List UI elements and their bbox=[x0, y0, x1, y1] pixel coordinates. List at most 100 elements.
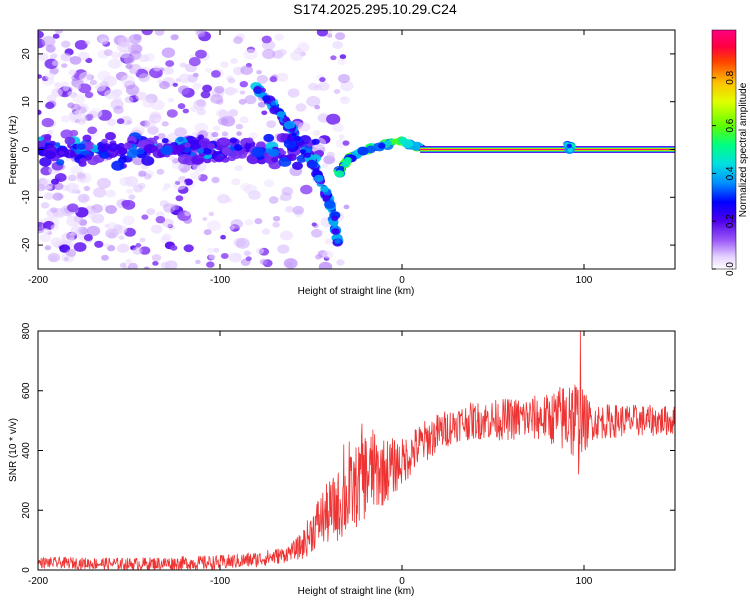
snr-y-tick-label: 600 bbox=[21, 382, 32, 399]
band-blob bbox=[156, 143, 163, 148]
band-blob bbox=[268, 148, 280, 157]
noise-blob bbox=[52, 33, 60, 39]
noise-blob bbox=[184, 178, 193, 186]
noise-blob bbox=[51, 53, 58, 59]
noise-blob bbox=[67, 203, 79, 213]
spectrogram-y-tick-label: 10 bbox=[21, 96, 32, 108]
noise-blob bbox=[117, 243, 130, 253]
snr-plot: -200 -100 0 100 0 200 400 600 800 Height of stra… bbox=[8, 322, 676, 597]
noise-blob bbox=[135, 243, 142, 248]
noise-blob bbox=[315, 254, 322, 260]
noise-blob bbox=[202, 84, 213, 93]
noise-blob bbox=[124, 96, 134, 104]
noise-blob bbox=[256, 70, 262, 75]
descending-trace-blob bbox=[331, 228, 340, 235]
descending-trace-blob bbox=[323, 195, 330, 201]
noise-blob bbox=[122, 215, 135, 226]
noise-blob bbox=[106, 118, 117, 126]
noise-blob bbox=[311, 222, 317, 227]
noise-blob bbox=[142, 98, 155, 108]
noise-blob bbox=[220, 253, 229, 259]
noise-blob bbox=[208, 253, 217, 260]
noise-blob bbox=[160, 261, 170, 269]
noise-blob bbox=[120, 74, 135, 86]
noise-blob bbox=[167, 97, 174, 103]
noise-blob bbox=[170, 245, 178, 251]
noise-blob bbox=[195, 259, 201, 265]
noise-blob bbox=[170, 34, 179, 41]
noise-blob bbox=[79, 71, 92, 82]
descending-trace-blob bbox=[322, 188, 328, 193]
noise-blob bbox=[340, 80, 354, 92]
noise-blob bbox=[50, 224, 60, 231]
noise-blob bbox=[295, 103, 307, 112]
noise-blob bbox=[179, 62, 187, 68]
noise-blob bbox=[135, 91, 147, 101]
noise-blob bbox=[51, 60, 60, 67]
noise-blob bbox=[153, 65, 162, 72]
noise-blob bbox=[100, 81, 109, 88]
band-blob bbox=[98, 150, 111, 159]
noise-blob bbox=[335, 32, 346, 40]
noise-blob bbox=[175, 195, 184, 202]
descending-trace-blob bbox=[314, 174, 324, 183]
noise-blob bbox=[87, 212, 96, 219]
noise-blob bbox=[46, 186, 53, 191]
noise-blob bbox=[68, 174, 77, 182]
noise-blob bbox=[150, 224, 163, 234]
band-blob bbox=[177, 154, 192, 165]
noise-blob bbox=[202, 217, 208, 221]
noise-blob bbox=[316, 30, 328, 37]
band-blob bbox=[70, 152, 77, 157]
band-blob bbox=[141, 155, 155, 166]
noise-blob bbox=[60, 115, 70, 123]
noise-blob bbox=[143, 266, 150, 269]
band-blob bbox=[87, 144, 94, 150]
colorbar-tick-label: 0.2 bbox=[725, 214, 736, 228]
noise-blob bbox=[211, 131, 219, 138]
noise-blob bbox=[183, 216, 193, 224]
noise-blob bbox=[213, 125, 221, 132]
noise-blob bbox=[51, 88, 63, 97]
noise-blob bbox=[254, 218, 263, 225]
noise-blob bbox=[104, 89, 118, 100]
noise-blob bbox=[232, 88, 240, 94]
noise-blob bbox=[214, 85, 225, 94]
noise-blob bbox=[283, 258, 298, 269]
spectrogram-y-tick-label: 0 bbox=[21, 146, 32, 152]
noise-blob bbox=[116, 118, 125, 125]
band-blob bbox=[177, 136, 184, 142]
noise-blob bbox=[314, 105, 321, 110]
noise-blob bbox=[97, 70, 111, 82]
noise-blob bbox=[83, 234, 93, 241]
noise-blob bbox=[339, 54, 347, 60]
spectrogram-x-tick-label: 0 bbox=[399, 275, 405, 286]
colorbar-tick-label: 0.0 bbox=[725, 262, 736, 276]
noise-blob bbox=[255, 247, 265, 254]
colorbar-ticks: 0.0 0.2 0.4 0.6 0.8 bbox=[712, 70, 736, 276]
snr-x-tick-label: 100 bbox=[576, 576, 593, 587]
noise-blob bbox=[300, 184, 313, 195]
noise-blob bbox=[67, 102, 75, 109]
spectrogram-xlabel: Height of straight line (km) bbox=[298, 286, 415, 297]
spectrogram-y-tick-label: -20 bbox=[21, 237, 32, 252]
noise-blob bbox=[105, 189, 117, 198]
noise-blob bbox=[277, 244, 290, 254]
band-blob bbox=[214, 154, 224, 163]
band-blob bbox=[219, 138, 229, 146]
noise-blob bbox=[152, 261, 159, 266]
noise-blob bbox=[235, 123, 243, 130]
rising-trace-blob bbox=[357, 146, 369, 156]
colorbar: 0.0 0.2 0.4 0.6 0.8 Normalized spectral ampl… bbox=[711, 29, 749, 276]
band-blob bbox=[151, 145, 159, 151]
descending-trace-blob bbox=[270, 101, 277, 106]
noise-blob bbox=[67, 91, 75, 97]
noise-blob bbox=[228, 109, 239, 117]
noise-blob bbox=[332, 123, 344, 133]
noise-blob bbox=[210, 94, 224, 104]
noise-blob bbox=[243, 250, 251, 256]
noise-blob bbox=[105, 205, 117, 214]
noise-blob bbox=[180, 167, 188, 174]
band-blob bbox=[44, 150, 57, 160]
noise-blob bbox=[338, 134, 345, 139]
